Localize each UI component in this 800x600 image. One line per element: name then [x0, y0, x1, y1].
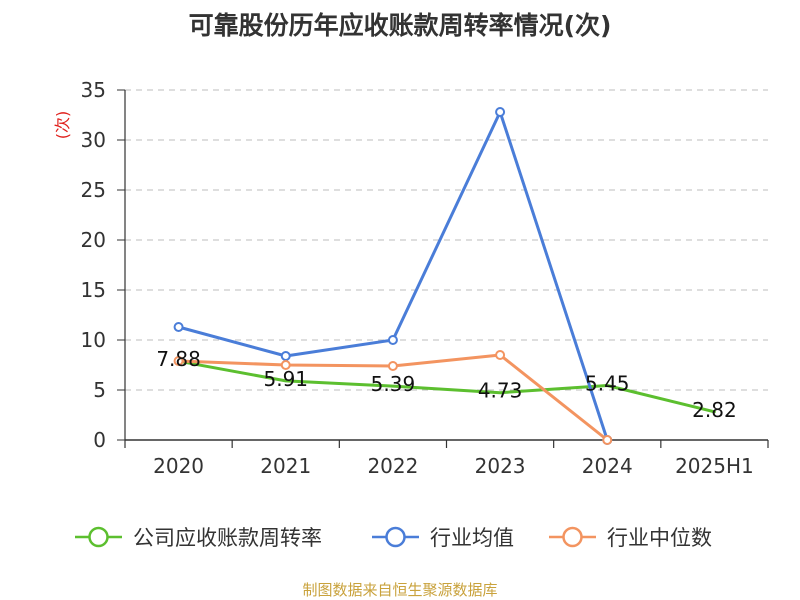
axes: 0 5 10 15 20 25 30 35 2020 2021 2022 2023 2024 2025H1	[81, 78, 769, 478]
y-tick-label-2: 10	[81, 328, 106, 352]
legend-label: 公司应收账款周转率	[133, 526, 322, 550]
series-markers	[173, 107, 613, 445]
series-1-point-0	[173, 322, 184, 332]
x-tick-label-4: 2024	[582, 454, 633, 478]
x-tick-label-3: 2023	[475, 454, 526, 478]
x-tick-label-2: 2022	[367, 454, 418, 478]
y-tick-label-7: 35	[81, 78, 106, 102]
x-tick-label-5: 2025H1	[675, 454, 754, 478]
series-1-point-1	[280, 351, 291, 361]
y-tick-label-5: 25	[81, 178, 106, 202]
legend-swatch-circle-icon	[385, 526, 406, 548]
legend-item-0: 公司应收账款周转率	[75, 526, 322, 550]
y-tick-label-6: 30	[81, 128, 106, 152]
source-note: 制图数据来自恒生聚源数据库	[302, 581, 497, 599]
y-axis-unit-label: (次)	[53, 111, 72, 140]
legend-swatch-circle-icon	[562, 526, 583, 548]
series-0-line	[177, 359, 716, 414]
series-1-point-2	[387, 335, 398, 345]
x-tick-label-1: 2021	[260, 454, 311, 478]
y-tick-label-3: 15	[81, 278, 106, 302]
y-tick-label-0: 0	[93, 428, 106, 452]
legend-label: 行业均值	[430, 526, 514, 550]
series-1-point-3	[495, 107, 506, 117]
data-labels: 7.88 5.91 5.39 4.73 5.45 2.82	[156, 347, 736, 422]
y-tick-label-4: 20	[81, 228, 106, 252]
series-0-data-label-5: 2.82	[692, 398, 737, 422]
legend-item-1: 行业均值	[372, 526, 514, 550]
chart-title: 可靠股份历年应收账款周转率情况(次)	[189, 11, 612, 40]
series-2-point-2	[387, 361, 398, 371]
series-2-point-0	[173, 356, 184, 366]
legend-swatch-circle-icon	[88, 526, 109, 548]
legend-item-2: 行业中位数	[549, 526, 712, 550]
series-2-point-1	[280, 360, 291, 370]
x-tick-label-0: 2020	[153, 454, 204, 478]
series-lines	[177, 110, 716, 442]
series-0-data-label-4: 5.45	[585, 372, 630, 396]
series-0-data-label-1: 5.91	[263, 367, 308, 391]
series-0-data-label-3: 4.73	[478, 379, 523, 403]
series-0-data-label-2: 5.39	[371, 372, 416, 396]
legend: 公司应收账款周转率 行业均值 行业中位数	[75, 526, 712, 550]
series-2-point-3	[495, 350, 506, 360]
gridlines	[125, 89, 768, 391]
legend-label: 行业中位数	[607, 526, 712, 550]
series-0-data-label-0: 7.88	[156, 347, 201, 371]
y-tick-label-1: 5	[93, 378, 106, 402]
series-2-point-4	[602, 435, 613, 445]
